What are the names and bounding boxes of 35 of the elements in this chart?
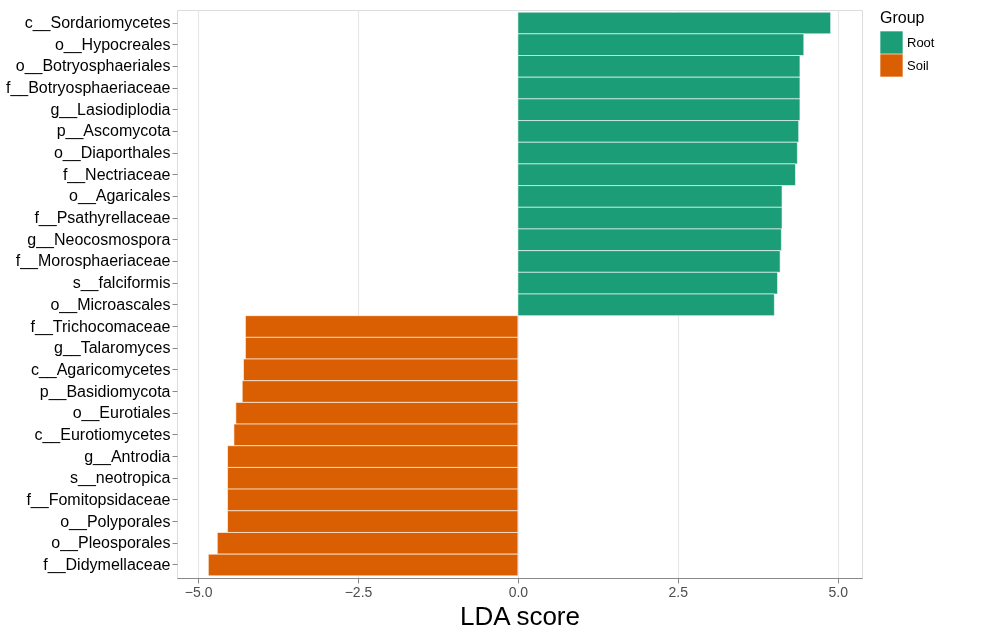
- y-tick-label: s__neotropica: [69, 469, 171, 488]
- y-tick-label: c__Eurotiomycetes: [34, 425, 171, 444]
- y-tick-label: g__Lasiodiplodia: [50, 100, 171, 119]
- y-tick-label: o__Agaricales: [69, 187, 171, 206]
- legend-label: Root: [907, 34, 935, 50]
- x-tick-label: −5.0: [184, 583, 213, 600]
- y-tick-label: o__Diaporthales: [53, 144, 171, 163]
- y-tick-label: f__Botryosphaeriaceae: [5, 79, 171, 98]
- legend-label: Soil: [907, 57, 929, 73]
- y-tick-label: o__Hypocreales: [54, 35, 171, 54]
- y-tick-label: s__falciformis: [72, 274, 171, 293]
- y-tick-label: g__Talaromyces: [54, 339, 171, 358]
- y-tick-label: f__Fomitopsidaceae: [26, 490, 171, 509]
- y-tick-label: o__Botryosphaeriales: [15, 57, 171, 76]
- y-tick-label: o__Microascales: [50, 295, 171, 314]
- y-tick-label: g__Neocosmospora: [27, 230, 171, 249]
- y-tick-label: g__Antrodia: [84, 447, 171, 466]
- x-tick-label: 2.5: [668, 583, 689, 600]
- x-tick-label: −2.5: [344, 583, 373, 600]
- legend-title: Group: [880, 9, 925, 26]
- y-tick-label: c__Agaricomycetes: [30, 360, 171, 379]
- y-tick-label: f__Morosphaeriaceae: [15, 252, 171, 271]
- y-tick-label: f__Nectriaceae: [62, 165, 171, 184]
- x-tick-label: 5.0: [828, 583, 849, 600]
- y-tick-label: o__Eurotiales: [72, 404, 171, 423]
- y-tick-label: f__Psathyrellaceae: [34, 209, 171, 228]
- y-tick-label: o__Pleosporales: [51, 534, 171, 553]
- y-tick-label: f__Didymellaceae: [43, 555, 171, 574]
- y-tick-label: o__Polyporales: [60, 512, 171, 531]
- y-tick-label: p__Ascomycota: [56, 122, 171, 141]
- x-axis-title: LDA score: [460, 600, 580, 629]
- y-tick-label: f__Trichocomaceae: [30, 317, 171, 336]
- y-tick-label: p__Basidiomycota: [39, 382, 171, 401]
- y-tick-label: c__Sordariomycetes: [24, 14, 171, 33]
- x-tick-label: 0.0: [508, 583, 529, 600]
